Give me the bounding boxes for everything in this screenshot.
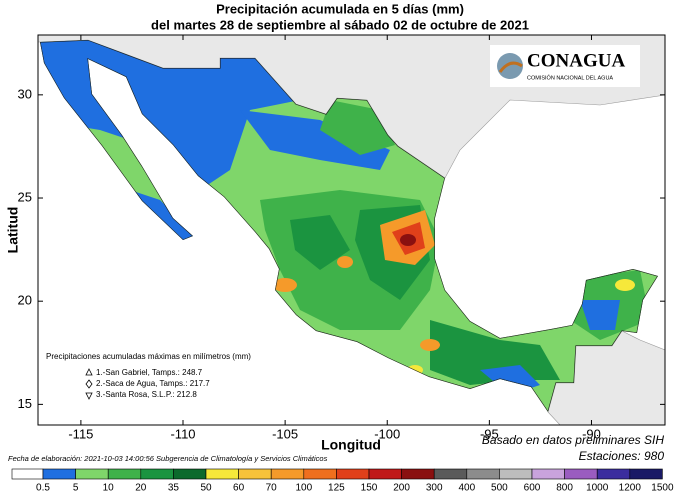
colorbar-box xyxy=(564,468,598,480)
colorbar-box xyxy=(596,468,631,480)
x-tick-label: -90 xyxy=(582,426,601,441)
colorbar-box xyxy=(466,468,500,480)
colorbar-label: 200 xyxy=(393,483,410,494)
colorbar-box xyxy=(140,468,174,480)
stations-legend: Precipitaciones acumuladas máximas en mi… xyxy=(46,352,251,400)
colorbar-label: 0.5 xyxy=(36,483,50,494)
frame xyxy=(37,34,666,426)
colorbar-label: 5 xyxy=(73,483,79,494)
mexico-outline xyxy=(40,40,658,412)
logo-name: CONAGUA xyxy=(527,50,625,71)
x-axis-label: Longitud xyxy=(321,437,381,453)
colorbar-box xyxy=(270,468,305,480)
x-tick-label: -115 xyxy=(68,426,93,441)
colorbar-label: 600 xyxy=(524,483,541,494)
colorbar-label: 35 xyxy=(168,483,180,494)
colorbar-box xyxy=(11,468,44,480)
colorbar-label: 1000 xyxy=(586,483,609,494)
colorbar-box xyxy=(499,468,533,480)
colorbar-label: 1500 xyxy=(651,483,674,494)
y-axis-label: Latitud xyxy=(5,207,21,254)
x-tick-label: -95 xyxy=(480,426,499,441)
colorbar-box xyxy=(238,468,272,480)
colorbar-box xyxy=(205,468,239,480)
colorbar-box xyxy=(107,468,142,480)
colorbar-box xyxy=(433,468,468,480)
colorbar-box xyxy=(368,468,402,480)
colorbar-box xyxy=(401,468,435,480)
stations-title: Precipitaciones acumuladas máximas en mi… xyxy=(46,352,251,361)
subtitle: del martes 28 de septiembre al sábado 02… xyxy=(151,17,529,32)
colorbar-box xyxy=(629,468,663,480)
station-entry: 1.-San Gabriel, Tamps.: 248.7 xyxy=(96,368,203,377)
colorbar-box xyxy=(75,468,109,480)
date-note: Fecha de elaboración: 2021-10-03 14:00:5… xyxy=(8,454,328,463)
colorbar-label: 150 xyxy=(361,483,378,494)
logo-subtitle: COMISIÓN NACIONAL DEL AGUA xyxy=(527,74,613,81)
colorbar-label: 300 xyxy=(426,483,443,494)
colorbar-label: 70 xyxy=(266,483,278,494)
colorbar-box xyxy=(42,468,76,480)
colorbar-label: 60 xyxy=(233,483,245,494)
colorbar-label: 20 xyxy=(135,483,147,494)
colorbar-label: 800 xyxy=(556,483,573,494)
colorbar-label: 125 xyxy=(328,483,345,494)
colorbar-label: 10 xyxy=(103,483,115,494)
y-tick-label: 30 xyxy=(18,86,32,101)
colorbar-box xyxy=(173,468,207,480)
x-tick-label: -110 xyxy=(170,426,195,441)
colorbar-label: 400 xyxy=(458,483,475,494)
station-entry: 3.-Santa Rosa, S.L.P.: 212.8 xyxy=(96,390,197,399)
colorbar-box xyxy=(303,468,337,480)
logo: CONAGUA COMISIÓN NACIONAL DEL AGUA xyxy=(490,45,640,87)
colorbar-box xyxy=(531,468,565,480)
station-entry: 2.-Saca de Agua, Tamps.: 217.7 xyxy=(96,379,210,388)
colorbar-box xyxy=(336,468,370,480)
x-tick-label: -105 xyxy=(272,426,298,441)
colorbar-label: 500 xyxy=(491,483,508,494)
source-note: Basado en datos preliminares SIH xyxy=(482,433,664,447)
x-tick-label: -100 xyxy=(374,426,400,441)
title: Precipitación acumulada en 5 días (mm) xyxy=(216,1,464,16)
y-tick-label: 15 xyxy=(18,396,32,411)
map xyxy=(37,34,666,426)
stations-count: Estaciones: 980 xyxy=(579,449,665,463)
colorbar-label: 1200 xyxy=(619,483,642,494)
y-tick-label: 20 xyxy=(18,293,32,308)
y-tick-label: 25 xyxy=(18,189,32,204)
colorbar-label: 50 xyxy=(200,483,212,494)
colorbar-label: 100 xyxy=(295,483,312,494)
